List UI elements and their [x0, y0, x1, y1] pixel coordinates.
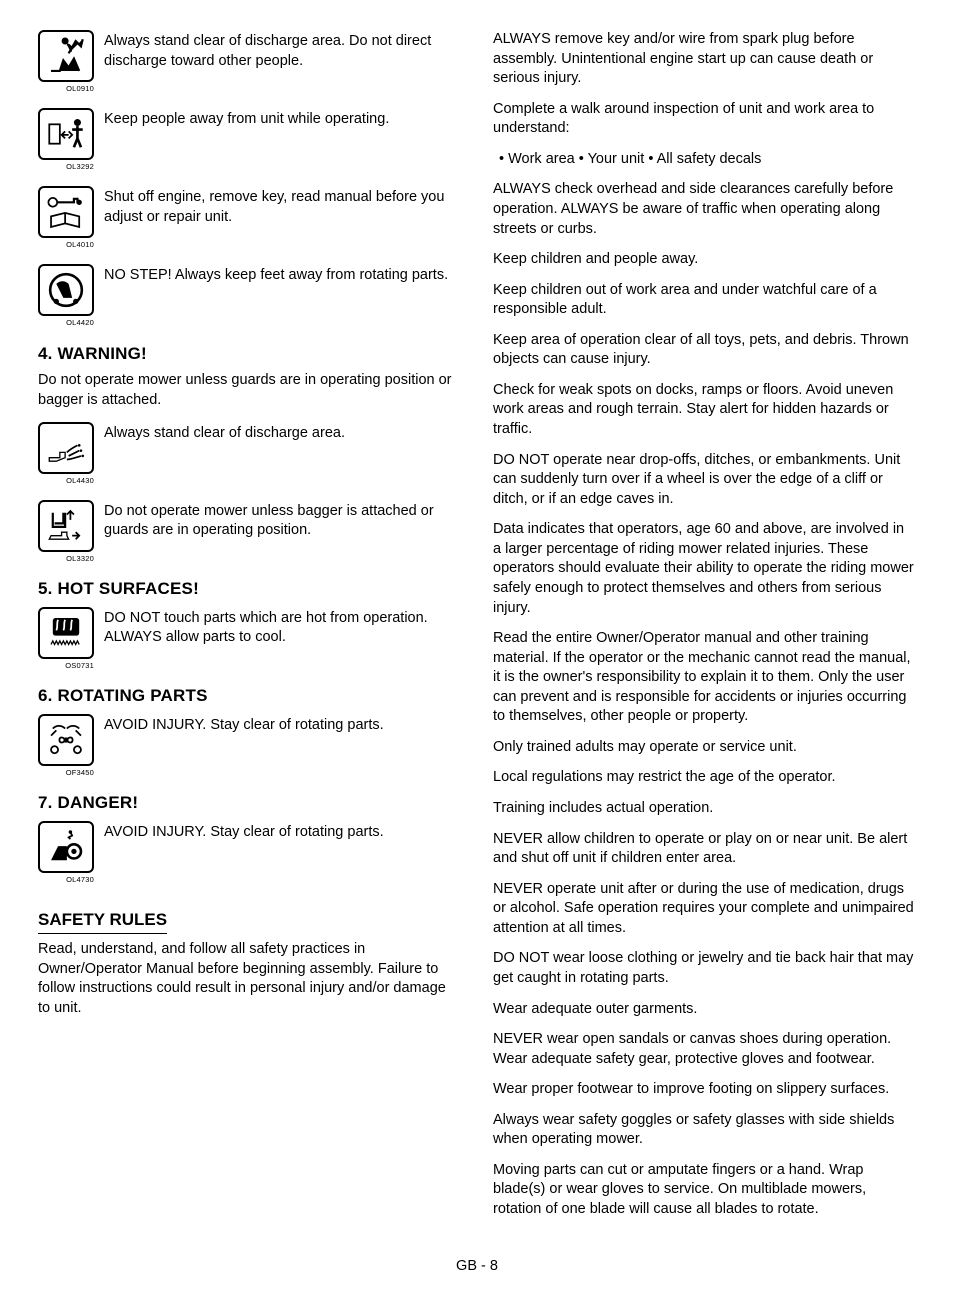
left-column: OL0910 Always stand clear of discharge ar… [38, 30, 461, 1231]
icon-description: Always stand clear of discharge area. [104, 422, 461, 444]
section-heading: 5. HOT SURFACES! [38, 578, 461, 601]
discharge-area-icon [38, 422, 94, 474]
body-paragraph: ALWAYS remove key and/or wire from spark… [493, 30, 916, 89]
icon-description: Always stand clear of discharge area. Do… [104, 30, 461, 71]
body-paragraph: Only trained adults may operate or servi… [493, 738, 916, 758]
icon-description: Shut off engine, remove key, read manual… [104, 186, 461, 227]
icon-code: OL4730 [38, 875, 94, 885]
body-paragraph: DO NOT wear loose clothing or jewelry an… [493, 949, 916, 988]
body-paragraph: Wear adequate outer garments. [493, 1000, 916, 1020]
body-paragraph: Check for weak spots on docks, ramps or … [493, 381, 916, 440]
icon-description: NO STEP! Always keep feet away from rota… [104, 264, 461, 286]
icon-row: OL3320 Do not operate mower unless bagge… [38, 500, 461, 564]
icon-code: OL4420 [38, 318, 94, 328]
body-paragraph: Keep children out of work area and under… [493, 281, 916, 320]
icon-code: OL0910 [38, 84, 94, 94]
body-paragraph: NEVER operate unit after or during the u… [493, 880, 916, 939]
no-step-icon [38, 264, 94, 316]
body-paragraph: NEVER allow children to operate or play … [493, 830, 916, 869]
safety-rules-intro: Read, understand, and follow all safety … [38, 940, 461, 1018]
icon-description: Keep people away from unit while operati… [104, 108, 461, 130]
icon-row: OS0731 DO NOT touch parts which are hot f… [38, 607, 461, 671]
people-away-icon [38, 108, 94, 160]
icon-row: OL4420 NO STEP! Always keep feet away fro… [38, 264, 461, 328]
section-heading: 6. ROTATING PARTS [38, 685, 461, 708]
right-column: ALWAYS remove key and/or wire from spark… [493, 30, 916, 1231]
icon-code: OL4430 [38, 476, 94, 486]
icon-code: OL3320 [38, 554, 94, 564]
icon-row: OL0910 Always stand clear of discharge ar… [38, 30, 461, 94]
hot-icon [38, 607, 94, 659]
body-paragraph: Complete a walk around inspection of uni… [493, 100, 916, 139]
body-paragraph: DO NOT operate near drop-offs, ditches, … [493, 451, 916, 510]
icon-code: OF3450 [38, 768, 94, 778]
icon-description: Do not operate mower unless bagger is at… [104, 500, 461, 541]
section-heading: 4. WARNING! [38, 343, 461, 366]
page-footer: GB - 8 [38, 1257, 916, 1277]
icon-row: OL4430 Always stand clear of discharge ar… [38, 422, 461, 486]
body-paragraph: Data indicates that operators, age 60 an… [493, 520, 916, 618]
section-intro: Do not operate mower unless guards are i… [38, 371, 461, 410]
safety-rules-heading: SAFETY RULES [38, 909, 167, 934]
icon-row: OF3450 AVOID INJURY. Stay clear of rotati… [38, 714, 461, 778]
bullet-list: • Work area • Your unit • All safety dec… [493, 150, 916, 170]
body-paragraph: ALWAYS check overhead and side clearance… [493, 180, 916, 239]
body-paragraph: Local regulations may restrict the age o… [493, 768, 916, 788]
body-paragraph: Moving parts can cut or amputate fingers… [493, 1161, 916, 1220]
icon-code: OL4010 [38, 240, 94, 250]
icon-description: AVOID INJURY. Stay clear of rotating par… [104, 821, 461, 843]
danger-icon [38, 821, 94, 873]
icon-code: OL3292 [38, 162, 94, 172]
key-manual-icon [38, 186, 94, 238]
discharge-icon [38, 30, 94, 82]
body-paragraph: Read the entire Owner/Operator manual an… [493, 629, 916, 727]
icon-code: OS0731 [38, 661, 94, 671]
body-paragraph: NEVER wear open sandals or canvas shoes … [493, 1030, 916, 1069]
body-paragraph: Always wear safety goggles or safety gla… [493, 1111, 916, 1150]
body-paragraph: Keep area of operation clear of all toys… [493, 331, 916, 370]
body-paragraph: Training includes actual operation. [493, 799, 916, 819]
bagger-icon [38, 500, 94, 552]
icon-description: DO NOT touch parts which are hot from op… [104, 607, 461, 648]
rotating-icon [38, 714, 94, 766]
body-paragraph: Keep children and people away. [493, 250, 916, 270]
icon-row: OL4010 Shut off engine, remove key, read … [38, 186, 461, 250]
body-paragraph: Wear proper footwear to improve footing … [493, 1080, 916, 1100]
icon-row: OL3292 Keep people away from unit while o… [38, 108, 461, 172]
section-heading: 7. DANGER! [38, 792, 461, 815]
icon-row: OL4730 AVOID INJURY. Stay clear of rotati… [38, 821, 461, 885]
icon-description: AVOID INJURY. Stay clear of rotating par… [104, 714, 461, 736]
